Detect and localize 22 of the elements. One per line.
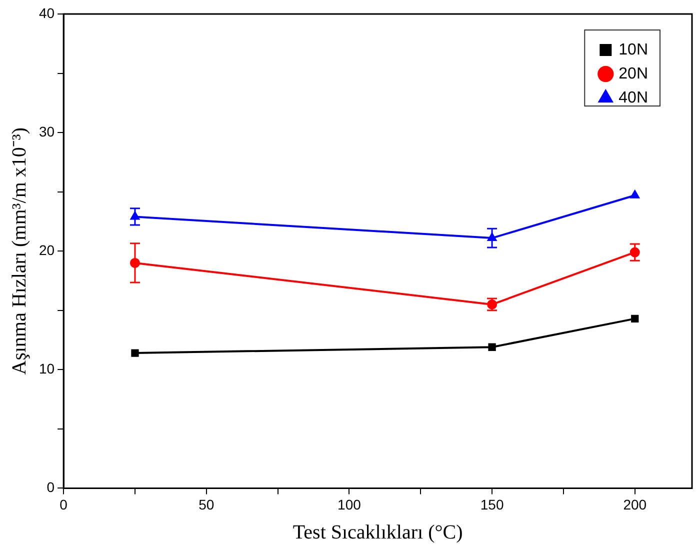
point	[130, 258, 140, 268]
x-tick-label: 200	[623, 496, 647, 512]
y-tick-label: 0	[46, 479, 55, 496]
point	[131, 349, 139, 357]
point	[488, 233, 497, 242]
point	[631, 314, 639, 322]
x-tick-label: 0	[60, 496, 68, 512]
point	[488, 343, 496, 351]
legend-label: 10N	[618, 41, 648, 58]
y-tick-label: 20	[38, 242, 55, 258]
y-axis-title: Aşınma Hızları (mm³/m x10⁻³)	[8, 127, 30, 375]
point	[630, 190, 640, 198]
x-axis-title: Test Sıcaklıkları (°C)	[292, 521, 463, 544]
point	[130, 212, 140, 220]
legend-label: 20N	[618, 65, 648, 82]
y-tick-label: 10	[38, 360, 55, 377]
x-tick-label: 50	[198, 496, 214, 512]
x-tick-label: 150	[480, 496, 504, 512]
y-tick-label: 40	[38, 4, 55, 21]
x-tick-label: 100	[338, 496, 362, 512]
legend-label: 40N	[618, 89, 648, 106]
y-tick-label: 30	[38, 123, 55, 140]
